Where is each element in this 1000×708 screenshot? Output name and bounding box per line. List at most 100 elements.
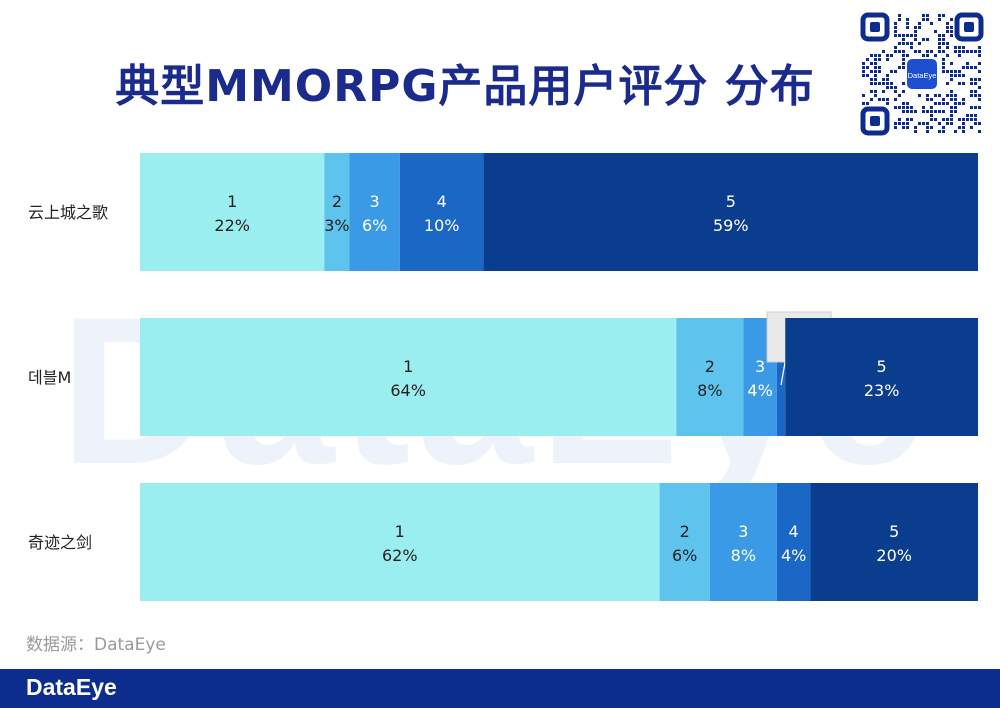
qr-module — [946, 122, 949, 125]
qr-module — [930, 106, 933, 109]
qr-module — [954, 94, 957, 97]
qr-module — [930, 110, 933, 113]
qr-module — [926, 14, 929, 17]
qr-module — [978, 122, 981, 125]
qr-module — [902, 54, 905, 57]
qr-finder-tl — [860, 12, 890, 42]
qr-module — [874, 90, 877, 93]
qr-module — [934, 94, 937, 97]
qr-module — [882, 82, 885, 85]
qr-module — [894, 70, 897, 73]
qr-module — [926, 126, 929, 129]
segment-series-label: 4 — [789, 522, 799, 541]
qr-module — [918, 22, 921, 25]
qr-module — [938, 46, 941, 49]
qr-module — [962, 74, 965, 77]
qr-module — [878, 70, 881, 73]
qr-module — [926, 54, 929, 57]
chart-title: 典型MMORPG产品用户评分 分布 — [115, 61, 815, 112]
segment-series-label: 2 — [680, 522, 690, 541]
qr-module — [878, 98, 881, 101]
qr-module — [906, 26, 909, 29]
qr-module — [970, 66, 973, 69]
qr-module — [950, 90, 953, 93]
bar-segment — [140, 153, 325, 271]
qr-module — [914, 110, 917, 113]
qr-module — [870, 90, 873, 93]
bar-segment — [785, 318, 978, 436]
qr-module — [962, 82, 965, 85]
qr-module — [938, 42, 941, 45]
bar-segment — [776, 318, 786, 436]
qr-module — [878, 54, 881, 57]
qr-module — [906, 126, 909, 129]
callout-leader — [780, 361, 786, 386]
bar-segment — [349, 153, 400, 271]
qr-module — [902, 82, 905, 85]
qr-module — [870, 70, 873, 73]
segment-value-label: 3% — [324, 216, 349, 235]
qr-module — [946, 30, 949, 33]
qr-module — [914, 38, 917, 41]
qr-module — [886, 78, 889, 81]
qr-module — [902, 126, 905, 129]
qr-module — [926, 130, 929, 133]
qr-module — [958, 102, 961, 105]
qr-module — [942, 126, 945, 129]
qr-module — [874, 78, 877, 81]
qr-module — [962, 118, 965, 121]
qr-module — [886, 98, 889, 101]
qr-module — [906, 110, 909, 113]
qr-module — [926, 122, 929, 125]
qr-module — [894, 122, 897, 125]
qr-module — [954, 70, 957, 73]
qr-module — [898, 14, 901, 17]
qr-module — [970, 78, 973, 81]
qr-module — [974, 106, 977, 109]
qr-module — [978, 70, 981, 73]
segment-value-label: 59% — [713, 216, 749, 235]
qr-module — [922, 18, 925, 21]
qr-module — [938, 94, 941, 97]
segment-series-label: 5 — [889, 522, 899, 541]
qr-module — [914, 26, 917, 29]
qr-code: DataEye — [858, 10, 986, 138]
qr-module — [906, 42, 909, 45]
segment-series-label: 2 — [705, 357, 715, 376]
qr-module — [942, 102, 945, 105]
segment-value-label: 23% — [864, 381, 900, 400]
qr-module — [974, 66, 977, 69]
qr-module — [910, 46, 913, 49]
qr-module — [890, 54, 893, 57]
qr-module — [878, 58, 881, 61]
qr-module — [906, 118, 909, 121]
qr-module — [922, 38, 925, 41]
qr-module — [910, 110, 913, 113]
qr-module — [898, 118, 901, 121]
qr-module — [942, 130, 945, 133]
qr-module — [978, 86, 981, 89]
qr-module — [950, 114, 953, 117]
qr-module — [926, 50, 929, 53]
qr-module — [862, 102, 865, 105]
qr-module — [970, 118, 973, 121]
qr-module — [934, 30, 937, 33]
qr-module — [922, 14, 925, 17]
bar-segment — [483, 153, 978, 271]
qr-module — [914, 30, 917, 33]
qr-module — [970, 114, 973, 117]
qr-module — [942, 98, 945, 101]
qr-module — [870, 62, 873, 65]
category-label: 데블M — [28, 368, 71, 387]
stacked-bar-chart: 云上城之歌122%23%36%410%559%데블M164%28%34%41%5… — [28, 153, 978, 601]
qr-module — [978, 54, 981, 57]
qr-module — [942, 38, 945, 41]
qr-module — [966, 62, 969, 65]
qr-module — [978, 130, 981, 133]
qr-module — [970, 94, 973, 97]
qr-module — [898, 50, 901, 53]
qr-module — [962, 66, 965, 69]
qr-module — [886, 86, 889, 89]
qr-module — [874, 66, 877, 69]
qr-module — [906, 102, 909, 105]
